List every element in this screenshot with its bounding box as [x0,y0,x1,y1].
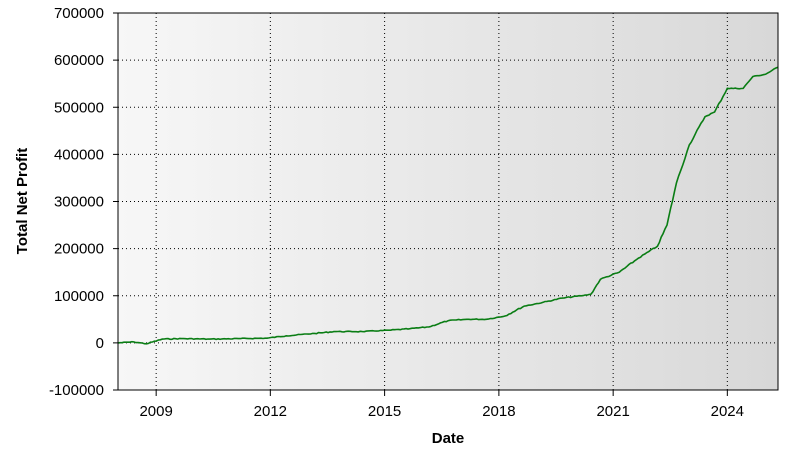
x-tick-label: 2009 [139,403,172,420]
x-tick-label: 2015 [368,403,401,420]
x-tick-label: 2012 [254,403,287,420]
gridlines [118,13,778,390]
y-axis-label: Total Net Profit [14,148,31,254]
y-tick-label: -100000 [49,382,104,399]
y-tick-label: 0 [96,335,104,352]
plot-area [118,13,778,390]
y-tick-label: 100000 [54,288,104,305]
x-tick-label: 2018 [482,403,515,420]
x-tick-label: 2024 [711,403,744,420]
plot-border [117,12,779,391]
y-tick-label: 200000 [54,241,104,258]
x-tick-labels: 2009 2012 2015 2018 2021 2024 [139,403,744,420]
y-tick-label: 400000 [54,146,104,163]
y-tick-label: 700000 [54,5,104,22]
y-tick-labels: 700000 600000 500000 400000 300000 200000 1000… [49,5,104,399]
y-tick-label: 600000 [54,52,104,69]
tick-marks [113,12,728,396]
y-tick-label: 500000 [54,99,104,116]
x-tick-label: 2021 [596,403,629,420]
y-tick-label: 300000 [54,194,104,211]
x-axis-label: Date [432,430,465,447]
series-line [117,66,779,345]
